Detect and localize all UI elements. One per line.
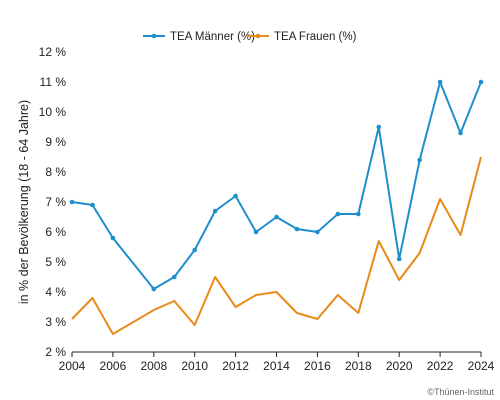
series-1-point (110, 235, 116, 241)
series-1-point (274, 214, 279, 220)
x-tick-label: 2006 (100, 359, 127, 373)
series-1-point (233, 193, 238, 199)
series-1-point (478, 79, 484, 85)
series-1-point (212, 208, 218, 214)
series-1-point (335, 211, 341, 217)
x-tick-label: 2024 (468, 359, 495, 373)
series-1-point (437, 79, 443, 85)
series-1-point (192, 247, 197, 253)
series-1-point (69, 199, 75, 205)
series-1-point (396, 256, 402, 262)
series-1-point (315, 229, 320, 235)
legend-marker-1 (151, 33, 157, 39)
x-tick-label: 2010 (181, 359, 208, 373)
series-1-point (90, 202, 95, 208)
series-group (69, 79, 484, 335)
series-1-point (151, 286, 157, 292)
series-1-point (458, 130, 463, 136)
x-axis: 2004 2006 2008 2010 2012 2014 2016 2018 2020 2022… (59, 351, 495, 373)
x-tick-label: 2016 (304, 359, 331, 373)
y-tick-label: 11 % (40, 75, 67, 89)
credit-text: ©Thünen-Institut (427, 387, 494, 397)
x-tick-label: 2018 (345, 359, 372, 373)
chart-legend: TEA Männer (%) TEA Frauen (%) (143, 31, 357, 43)
y-tick-label: 8 % (45, 165, 66, 179)
y-tick-label: 2 % (45, 345, 66, 359)
series-1-point (253, 229, 259, 235)
legend-marker-2 (255, 33, 261, 39)
y-tick-label: 9 % (45, 135, 66, 149)
x-tick-label: 2014 (263, 359, 290, 373)
y-axis-title: in % der Bevölkerung (18 - 64 Jahre) (17, 100, 31, 304)
series-1-point (376, 124, 382, 130)
y-axis: 2 % 3 % 4 % 5 % 6 % 7 % 8 % 9 % 10 % 11 % 12 % (39, 45, 67, 359)
series-line-2 (71, 156, 482, 335)
series-1-point (171, 274, 177, 280)
series-1-point (417, 157, 422, 163)
y-tick-label: 12 % (39, 45, 67, 59)
x-tick-label: 2004 (59, 359, 86, 373)
x-tick-label: 2008 (140, 359, 167, 373)
x-tick-label: 2020 (386, 359, 413, 373)
y-tick-label: 6 % (45, 225, 66, 239)
x-tick-label: 2012 (222, 359, 249, 373)
y-tick-label: 4 % (45, 285, 66, 299)
y-tick-label: 7 % (45, 195, 66, 209)
legend-label-2: TEA Frauen (%) (274, 31, 357, 43)
series-1-point (294, 226, 300, 232)
legend-label-1: TEA Männer (%) (170, 31, 255, 43)
y-tick-label: 3 % (45, 315, 66, 329)
y-tick-label: 5 % (45, 255, 66, 269)
series-line-1 (71, 81, 482, 290)
y-tick-label: 10 % (39, 105, 67, 119)
x-tick-label: 2022 (427, 359, 454, 373)
series-1-point (356, 211, 361, 217)
